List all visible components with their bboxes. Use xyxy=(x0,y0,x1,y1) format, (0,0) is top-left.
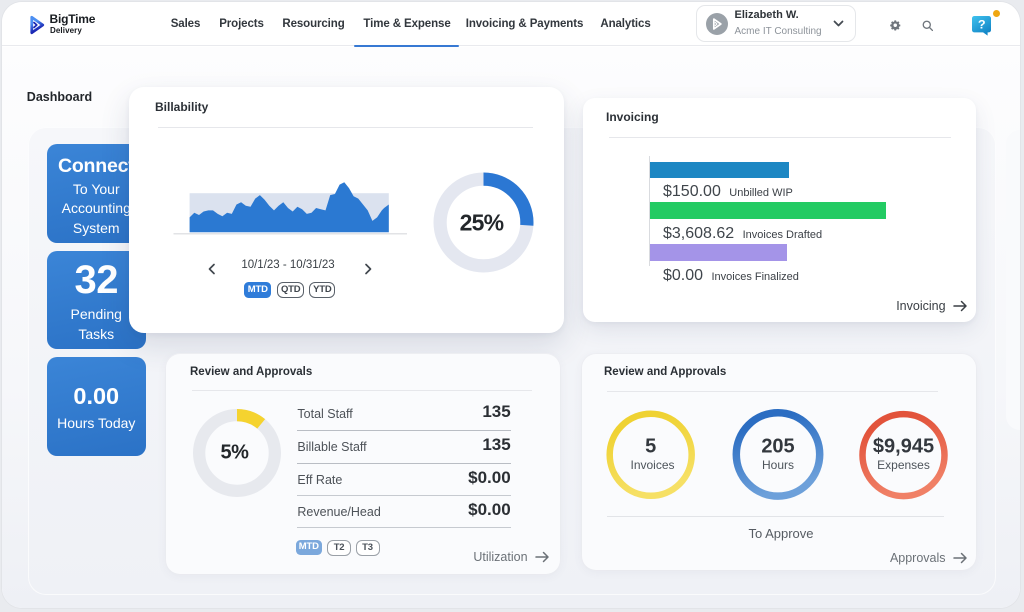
svg-text:?: ? xyxy=(978,18,986,31)
